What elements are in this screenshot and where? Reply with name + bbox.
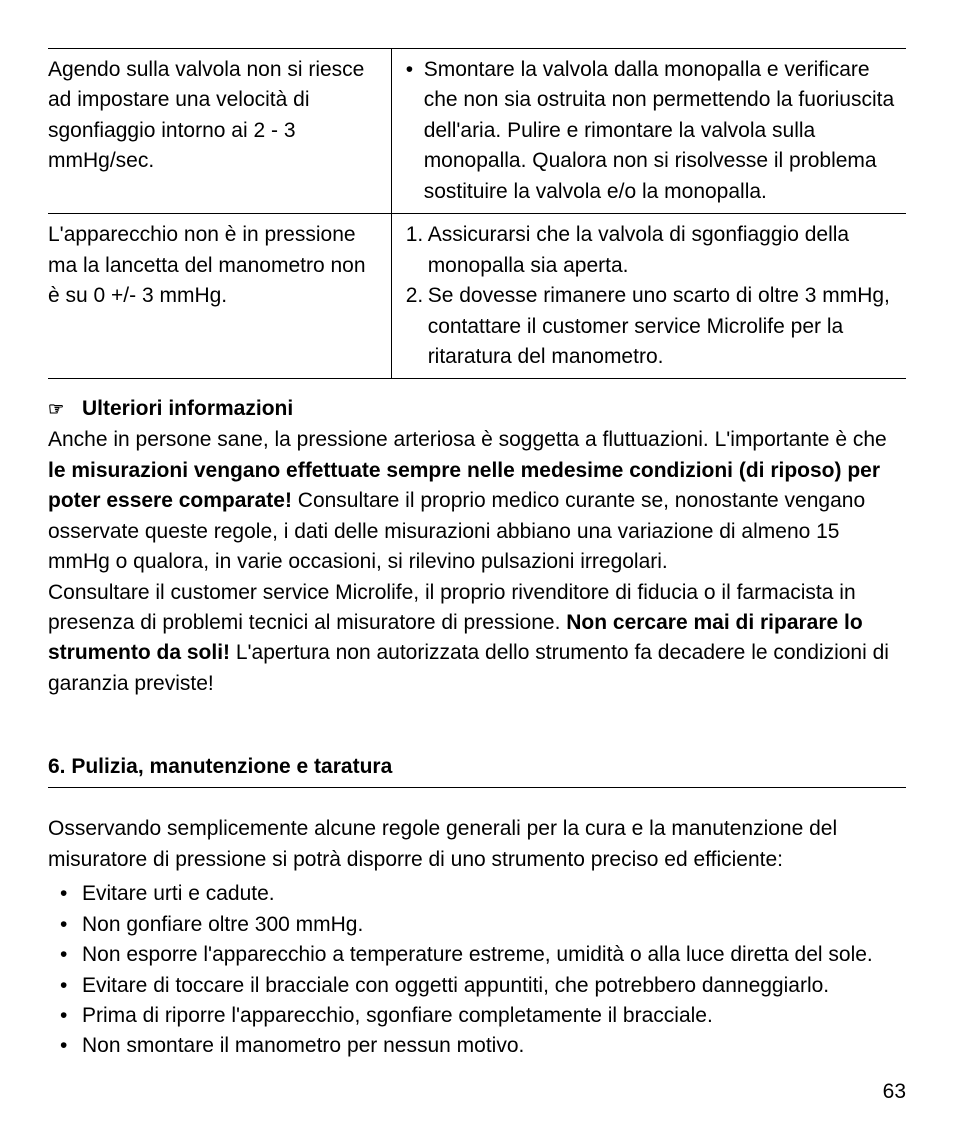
troubleshoot-table: Agendo sulla valvola non si riesce ad im… (48, 48, 906, 379)
table-row: L'apparecchio non è in pressione ma la l… (48, 214, 906, 379)
info-text: Anche in persone sane, la pressione arte… (48, 428, 887, 451)
list-number: 1. (406, 220, 428, 281)
solution-bullet: • Smontare la valvola dalla monopalla e … (406, 55, 906, 207)
section-title: 6. Pulizia, manutenzione e taratura (48, 755, 906, 788)
list-number: 2. (406, 281, 428, 372)
problem-cell: L'apparecchio non è in pressione ma la l… (48, 214, 391, 379)
list-item: Evitare urti e cadute. (82, 879, 906, 909)
solution-text: Assicurarsi che la valvola di sgonfiaggi… (428, 220, 906, 281)
info-header: ☞ Ulteriori informazioni (48, 397, 906, 421)
problem-cell: Agendo sulla valvola non si riesce ad im… (48, 49, 391, 214)
solution-text: Smontare la valvola dalla monopalla e ve… (424, 55, 906, 207)
list-item: Non smontare il manometro per nessun mot… (82, 1031, 906, 1061)
solution-cell: 1. Assicurarsi che la valvola di sgonfia… (391, 214, 906, 379)
section-intro: Osservando semplicemente alcune regole g… (48, 814, 906, 875)
page-number: 63 (48, 1080, 906, 1104)
solution-text: Se dovesse rimanere uno scarto di oltre … (428, 281, 906, 372)
list-item: Non gonfiare oltre 300 mmHg. (82, 910, 906, 940)
care-list: Evitare urti e cadute. Non gonfiare oltr… (48, 879, 906, 1062)
list-item: Evitare di toccare il bracciale con ogge… (82, 971, 906, 1001)
pointing-hand-icon: ☞ (48, 399, 82, 420)
list-item: Prima di riporre l'apparecchio, sgonfiar… (82, 1001, 906, 1031)
table-row: Agendo sulla valvola non si riesce ad im… (48, 49, 906, 214)
info-title: Ulteriori informazioni (82, 397, 293, 421)
solution-numbered: 1. Assicurarsi che la valvola di sgonfia… (406, 220, 906, 281)
list-item: Non esporre l'apparecchio a temperature … (82, 940, 906, 970)
bullet-icon: • (406, 55, 424, 207)
info-body: Anche in persone sane, la pressione arte… (48, 425, 906, 699)
page: Agendo sulla valvola non si riesce ad im… (0, 0, 954, 1124)
solution-cell: • Smontare la valvola dalla monopalla e … (391, 49, 906, 214)
solution-numbered: 2. Se dovesse rimanere uno scarto di olt… (406, 281, 906, 372)
section-body: Osservando semplicemente alcune regole g… (48, 814, 906, 1062)
